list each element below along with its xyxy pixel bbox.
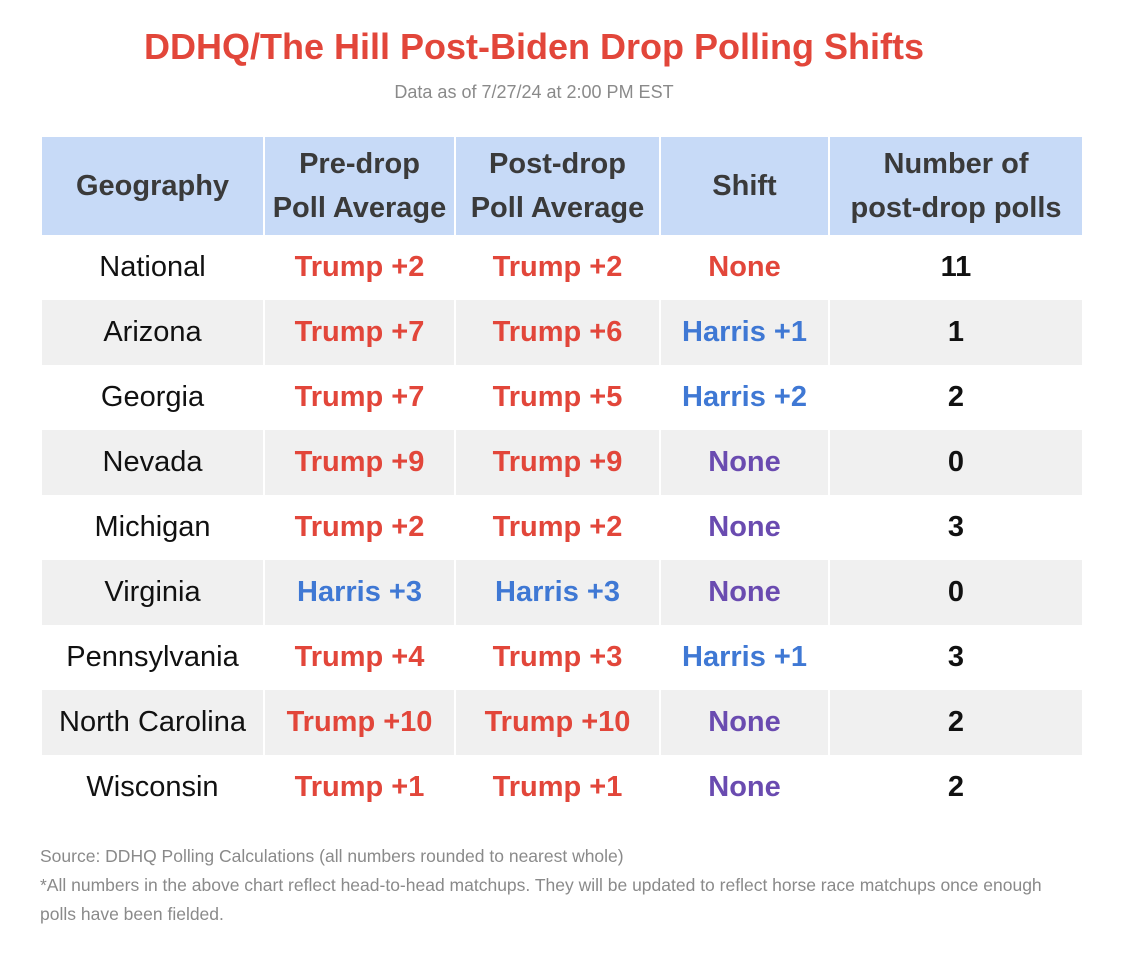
shift-cell: None (708, 511, 781, 543)
post-drop-cell: Trump +5 (492, 381, 623, 413)
column-header-shift: Shift (661, 137, 828, 235)
chart-subtitle: Data as of 7/27/24 at 2:00 PM EST (394, 82, 674, 102)
shift-cell: Harris +1 (661, 300, 828, 365)
shift-cell: None (661, 560, 828, 625)
table-row: Wisconsin Trump +1 Trump +1 None 2 (42, 755, 1082, 820)
source-note: Source: DDHQ Polling Calculations (all n… (40, 846, 624, 866)
column-header-geography: Geography (42, 137, 263, 235)
poll-count-cell: 2 (830, 690, 1082, 755)
column-header-line: Post-drop (489, 148, 626, 180)
table-row: National Trump +2 Trump +2 None 11 (42, 235, 1082, 300)
poll-count-cell: 0 (830, 430, 1082, 495)
methodology-note: *All numbers in the above chart reflect … (40, 875, 1042, 924)
column-header-line: Poll Average (470, 192, 645, 224)
post-drop-cell: Trump +9 (456, 430, 659, 495)
table-body: National Trump +2 Trump +2 None 11 Arizona Tru… (42, 235, 1082, 820)
geography-cell: Virginia (42, 560, 263, 625)
post-drop-cell: Trump +2 (492, 511, 623, 543)
column-header-line: Shift (712, 170, 777, 202)
pre-drop-cell: Harris +3 (265, 560, 454, 625)
post-drop-cell: Trump +6 (456, 300, 659, 365)
poll-count-cell: 2 (947, 381, 965, 413)
geography-cell: National (99, 251, 206, 283)
geography-cell: Nevada (42, 430, 263, 495)
chart-title: DDHQ/The Hill Post-Biden Drop Polling Sh… (144, 26, 924, 67)
column-header-post-drop: Post-drop Poll Average (456, 137, 659, 235)
table-row: Michigan Trump +2 Trump +2 None 3 (42, 495, 1082, 560)
polling-table: Geography Pre-drop Poll Average Post-drop… (40, 137, 1084, 820)
pre-drop-cell: Trump +1 (294, 771, 425, 803)
column-header-line: Poll Average (272, 192, 447, 224)
post-drop-cell: Harris +3 (456, 560, 659, 625)
pre-drop-cell: Trump +10 (265, 690, 454, 755)
pre-drop-cell: Trump +2 (294, 511, 425, 543)
poll-count-cell: 3 (947, 641, 965, 673)
column-header-poll-count: Number of post-drop polls (830, 137, 1082, 235)
pre-drop-cell: Trump +7 (294, 381, 425, 413)
shift-cell: None (661, 430, 828, 495)
table-row: Arizona Trump +7 Trump +6 Harris +1 1 (42, 300, 1082, 365)
geography-cell: Pennsylvania (66, 641, 239, 673)
pre-drop-cell: Trump +7 (265, 300, 454, 365)
table-row: Georgia Trump +7 Trump +5 Harris +2 2 (42, 365, 1082, 430)
column-header-line: Pre-drop (299, 148, 420, 180)
poll-count-cell: 11 (940, 251, 972, 283)
geography-cell: Georgia (100, 381, 205, 413)
post-drop-cell: Trump +3 (492, 641, 623, 673)
geography-cell: Arizona (42, 300, 263, 365)
shift-cell: None (708, 251, 781, 283)
geography-cell: Michigan (94, 511, 211, 543)
geography-cell: Wisconsin (86, 771, 219, 803)
shift-cell: None (661, 690, 828, 755)
table-row: Pennsylvania Trump +4 Trump +3 Harris +1 3 (42, 625, 1082, 690)
pre-drop-cell: Trump +2 (294, 251, 425, 283)
table-row: Nevada Trump +9 Trump +9 None 0 (42, 430, 1082, 495)
table-row: North Carolina Trump +10 Trump +10 None 2 (42, 690, 1082, 755)
post-drop-cell: Trump +10 (456, 690, 659, 755)
poll-count-cell: 0 (830, 560, 1082, 625)
column-header-line: Number of (883, 148, 1029, 180)
table-row: Virginia Harris +3 Harris +3 None 0 (42, 560, 1082, 625)
pre-drop-cell: Trump +9 (265, 430, 454, 495)
poll-count-cell: 2 (947, 771, 965, 803)
shift-cell: None (708, 771, 781, 803)
column-header-line: post-drop polls (850, 192, 1062, 224)
poll-count-cell: 1 (830, 300, 1082, 365)
pre-drop-cell: Trump +4 (294, 641, 425, 673)
shift-cell: Harris +2 (682, 381, 807, 413)
post-drop-cell: Trump +2 (492, 251, 623, 283)
poll-count-cell: 3 (947, 511, 965, 543)
geography-cell: North Carolina (42, 690, 263, 755)
header-row: Geography Pre-drop Poll Average Post-drop… (42, 137, 1082, 235)
column-header-line: Geography (75, 170, 230, 202)
shift-cell: Harris +1 (682, 641, 807, 673)
post-drop-cell: Trump +1 (492, 771, 623, 803)
column-header-pre-drop: Pre-drop Poll Average (265, 137, 454, 235)
